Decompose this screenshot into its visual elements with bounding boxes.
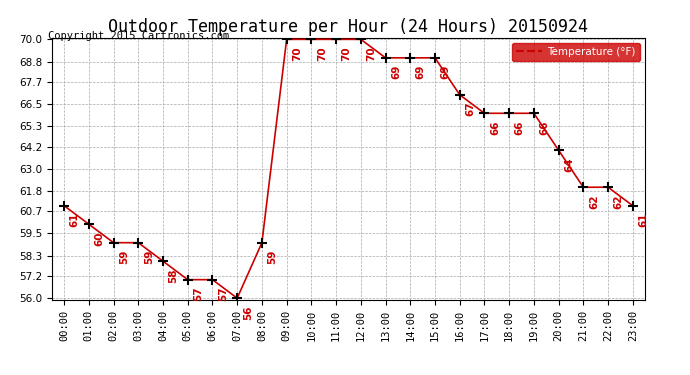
Text: 64: 64 — [564, 157, 574, 172]
Text: 60: 60 — [95, 231, 104, 246]
Text: 70: 70 — [366, 46, 376, 61]
Text: 57: 57 — [193, 286, 204, 301]
Title: Outdoor Temperature per Hour (24 Hours) 20150924: Outdoor Temperature per Hour (24 Hours) … — [108, 18, 589, 36]
Text: 70: 70 — [292, 46, 302, 61]
Text: 61: 61 — [70, 213, 79, 227]
Text: 56: 56 — [243, 305, 253, 320]
Text: 67: 67 — [465, 102, 475, 116]
Text: 59: 59 — [119, 250, 129, 264]
Text: 61: 61 — [638, 213, 649, 227]
Legend: Temperature (°F): Temperature (°F) — [512, 43, 640, 61]
Text: 66: 66 — [515, 120, 524, 135]
Text: 66: 66 — [490, 120, 500, 135]
Text: 69: 69 — [391, 65, 401, 79]
Text: 70: 70 — [342, 46, 352, 61]
Text: 57: 57 — [218, 286, 228, 301]
Text: 70: 70 — [317, 46, 327, 61]
Text: 66: 66 — [540, 120, 549, 135]
Text: 69: 69 — [440, 65, 451, 79]
Text: 62: 62 — [589, 194, 599, 208]
Text: 62: 62 — [613, 194, 624, 208]
Text: 58: 58 — [168, 268, 179, 283]
Text: 69: 69 — [416, 65, 426, 79]
Text: 59: 59 — [144, 250, 154, 264]
Text: 59: 59 — [268, 250, 277, 264]
Text: Copyright 2015 Cartronics.com: Copyright 2015 Cartronics.com — [48, 32, 230, 41]
